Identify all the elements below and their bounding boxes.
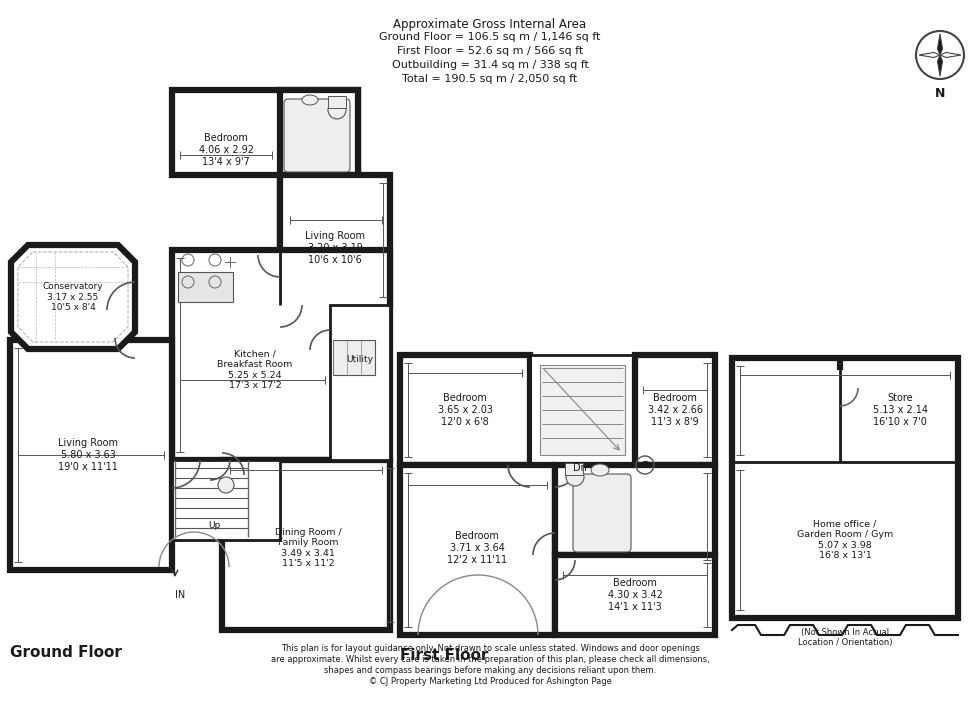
Text: Bedroom
3.71 x 3.64
12'2 x 11'11: Bedroom 3.71 x 3.64 12'2 x 11'11	[447, 532, 507, 564]
FancyBboxPatch shape	[284, 99, 350, 172]
Polygon shape	[172, 460, 280, 540]
Text: shapes and compass bearings before making any decisions reliant upon them.: shapes and compass bearings before makin…	[323, 666, 657, 675]
Polygon shape	[555, 555, 715, 635]
Text: Dn: Dn	[573, 463, 587, 473]
Circle shape	[566, 468, 584, 486]
Text: Living Room
3.20 x 3.19
10'6 x 10'6: Living Room 3.20 x 3.19 10'6 x 10'6	[305, 232, 365, 265]
Text: Bedroom
3.42 x 2.66
11'3 x 8'9: Bedroom 3.42 x 2.66 11'3 x 8'9	[648, 394, 703, 427]
Text: are approximate. Whilst every care is taken in the preparation of this plan, ple: are approximate. Whilst every care is ta…	[270, 655, 710, 664]
Text: T: T	[643, 460, 648, 469]
Polygon shape	[11, 245, 135, 349]
Circle shape	[218, 477, 234, 493]
Text: Bedroom
3.65 x 2.03
12'0 x 6'8: Bedroom 3.65 x 2.03 12'0 x 6'8	[437, 394, 493, 427]
Polygon shape	[10, 340, 172, 570]
Text: Kitchen /
Breakfast Room
5.25 x 5.24
17'3 x 17'2: Kitchen / Breakfast Room 5.25 x 5.24 17'…	[218, 350, 293, 390]
Polygon shape	[172, 250, 390, 460]
Polygon shape	[940, 52, 961, 57]
Bar	[178, 272, 233, 302]
Polygon shape	[172, 90, 358, 250]
Polygon shape	[280, 175, 390, 305]
Polygon shape	[330, 305, 390, 460]
Circle shape	[328, 101, 346, 119]
Bar	[328, 96, 346, 108]
Text: Living Room
5.80 x 3.63
19'0 x 11'11: Living Room 5.80 x 3.63 19'0 x 11'11	[58, 438, 118, 472]
Bar	[540, 365, 625, 455]
Text: Conservatory
3.17 x 2.55
10'5 x 8'4: Conservatory 3.17 x 2.55 10'5 x 8'4	[43, 282, 103, 312]
Polygon shape	[530, 355, 635, 465]
Text: Store
5.13 x 2.14
16'10 x 7'0: Store 5.13 x 2.14 16'10 x 7'0	[872, 394, 927, 427]
Text: Up: Up	[208, 520, 220, 530]
Polygon shape	[222, 460, 390, 630]
Polygon shape	[919, 52, 940, 57]
Polygon shape	[938, 55, 943, 76]
Text: Utility: Utility	[347, 355, 373, 365]
Text: Total = 190.5 sq m / 2,050 sq ft: Total = 190.5 sq m / 2,050 sq ft	[403, 74, 577, 84]
Polygon shape	[635, 355, 715, 465]
FancyBboxPatch shape	[573, 474, 631, 552]
Polygon shape	[938, 34, 943, 55]
Text: First Floor = 52.6 sq m / 566 sq ft: First Floor = 52.6 sq m / 566 sq ft	[397, 46, 583, 56]
Bar	[565, 463, 583, 475]
Polygon shape	[400, 465, 555, 635]
Text: © CJ Property Marketing Ltd Produced for Ashington Page: © CJ Property Marketing Ltd Produced for…	[368, 677, 612, 686]
Text: Dining Room /
Family Room
3.49 x 3.41
11'5 x 11'2: Dining Room / Family Room 3.49 x 3.41 11…	[274, 528, 341, 568]
Polygon shape	[555, 465, 715, 555]
Text: Bedroom
4.30 x 3.42
14'1 x 11'3: Bedroom 4.30 x 3.42 14'1 x 11'3	[608, 578, 662, 612]
Text: Ground Floor = 106.5 sq m / 1,146 sq ft: Ground Floor = 106.5 sq m / 1,146 sq ft	[379, 32, 601, 42]
Text: Home office /
Garden Room / Gym
5.07 x 3.98
16'8 x 13'1: Home office / Garden Room / Gym 5.07 x 3…	[797, 520, 893, 560]
Polygon shape	[400, 355, 530, 465]
Text: Approximate Gross Internal Area: Approximate Gross Internal Area	[393, 18, 587, 31]
Text: Bedroom
4.06 x 2.92
13'4 x 9'7: Bedroom 4.06 x 2.92 13'4 x 9'7	[199, 133, 254, 166]
Polygon shape	[280, 90, 358, 175]
Text: This plan is for layout guidance only. Not drawn to scale unless stated. Windows: This plan is for layout guidance only. N…	[280, 644, 700, 653]
Bar	[333, 340, 375, 375]
Text: First Floor: First Floor	[400, 648, 488, 663]
Text: Outbuilding = 31.4 sq m / 338 sq ft: Outbuilding = 31.4 sq m / 338 sq ft	[392, 60, 588, 70]
Text: Ground Floor: Ground Floor	[10, 645, 122, 660]
Text: N: N	[935, 87, 945, 100]
Ellipse shape	[591, 464, 609, 476]
Polygon shape	[732, 358, 958, 618]
Text: (Not Shown In Actual
Location / Orientation): (Not Shown In Actual Location / Orientat…	[798, 628, 892, 647]
Text: IN: IN	[175, 590, 185, 600]
Ellipse shape	[302, 95, 318, 105]
